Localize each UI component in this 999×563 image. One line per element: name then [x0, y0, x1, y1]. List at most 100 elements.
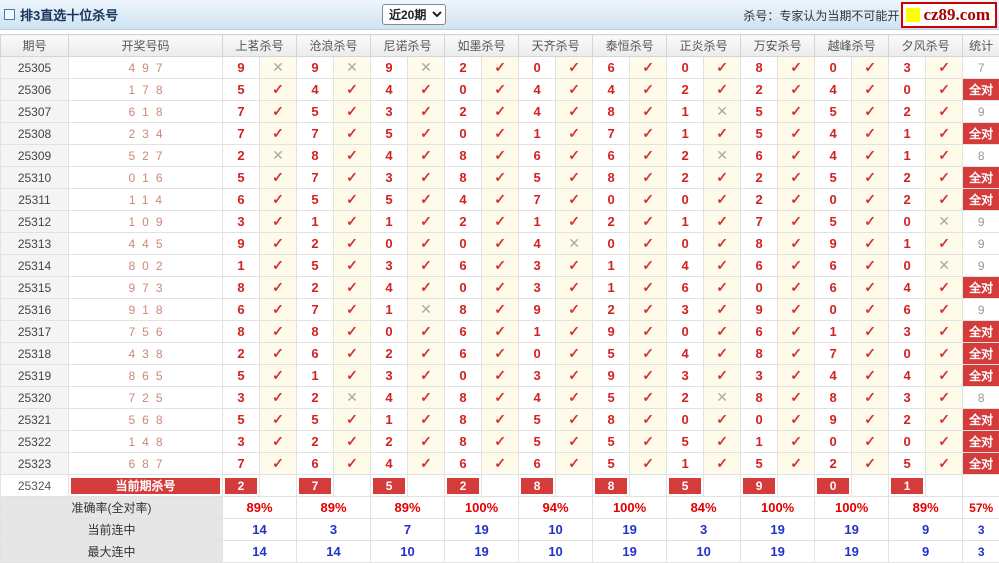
check-icon: ✓ — [568, 191, 580, 207]
check-icon: ✓ — [568, 103, 580, 119]
kill-number-cell: 2 — [814, 452, 853, 475]
kill-mark-cell: ✓ — [629, 78, 668, 101]
kill-number-cell: 5 — [296, 408, 335, 431]
check-icon: ✓ — [864, 389, 876, 405]
kill-number-cell: 6 — [296, 452, 335, 475]
kill-mark-cell: ✓ — [258, 78, 298, 101]
stat-cell: 9 — [962, 210, 999, 233]
current-kill-number: 0 — [817, 477, 850, 494]
kill-mark-cell: ✓ — [703, 276, 742, 299]
kill-mark-cell: ✓ — [629, 364, 668, 387]
kill-number-cell: 2 — [444, 56, 483, 79]
check-icon: ✓ — [790, 411, 802, 427]
col-header-expert-2: 沧浪杀号 — [296, 34, 372, 57]
kill-number-cell: 5 — [740, 122, 779, 145]
current-kill-number: 9 — [743, 477, 776, 494]
check-icon: ✓ — [568, 367, 580, 383]
kill-number-cell: 2 — [740, 78, 779, 101]
current-kill-number: 5 — [669, 477, 702, 494]
kill-mark-cell: ✓ — [629, 100, 668, 123]
period-cell: 25323 — [0, 452, 69, 475]
check-icon: ✓ — [568, 213, 580, 229]
kill-mark-cell: ✓ — [407, 408, 446, 431]
kill-number-cell: 2 — [370, 342, 409, 365]
kill-mark-cell: ✓ — [258, 254, 298, 277]
period-range-select[interactable]: 近20期 — [382, 4, 446, 25]
logo-square-icon — [906, 8, 921, 22]
check-icon: ✓ — [642, 213, 654, 229]
kill-number-cell: 1 — [222, 254, 260, 277]
kill-number-cell: 5 — [666, 430, 705, 453]
cross-icon: ✕ — [716, 103, 728, 119]
kill-number-cell: 8 — [444, 166, 483, 189]
check-icon: ✓ — [642, 125, 654, 141]
kill-mark-cell: ✓ — [777, 56, 816, 79]
check-icon: ✓ — [420, 389, 432, 405]
site-logo[interactable]: cz89.com — [901, 2, 997, 28]
check-icon: ✓ — [864, 367, 876, 383]
kill-number-cell: 9 — [370, 56, 409, 79]
kill-mark-cell: ✓ — [777, 320, 816, 343]
check-icon: ✓ — [494, 191, 506, 207]
kill-number-cell: 8 — [592, 408, 631, 431]
check-icon: ✓ — [790, 81, 802, 97]
draw-numbers-cell: 687 — [68, 452, 223, 475]
kill-number-cell: 2 — [888, 166, 927, 189]
kill-mark-cell: ✓ — [777, 408, 816, 431]
kill-mark-cell: ✓ — [258, 342, 298, 365]
check-icon: ✓ — [938, 169, 951, 185]
kill-mark-cell: ✓ — [407, 276, 446, 299]
check-icon: ✓ — [790, 147, 802, 163]
kill-mark-cell: ✓ — [925, 408, 964, 431]
kill-mark-cell: ✓ — [925, 122, 964, 145]
kill-mark-cell: ✓ — [851, 386, 890, 409]
col-header-expert-7: 正炎杀号 — [666, 34, 742, 57]
check-icon: ✓ — [642, 345, 654, 361]
kill-mark-cell: ✓ — [629, 276, 668, 299]
check-icon: ✓ — [642, 191, 654, 207]
current-kill-number-cell: 2 — [444, 474, 483, 497]
kill-mark-cell: ✓ — [629, 166, 668, 189]
kill-mark-cell: ✕ — [703, 100, 742, 123]
col-header-expert-5: 天齐杀号 — [518, 34, 594, 57]
kill-mark-cell: ✓ — [629, 232, 668, 255]
kill-mark-cell: ✓ — [333, 166, 372, 189]
kill-mark-cell: ✓ — [925, 188, 964, 211]
period-cell: 25306 — [0, 78, 69, 101]
kill-number-cell: 4 — [518, 386, 557, 409]
kill-number-cell: 8 — [592, 166, 631, 189]
check-icon: ✓ — [272, 213, 284, 229]
kill-mark-cell: ✓ — [703, 342, 742, 365]
kill-number-cell: 0 — [666, 408, 705, 431]
kill-number-cell: 4 — [814, 122, 853, 145]
check-icon: ✓ — [420, 433, 432, 449]
kill-number-cell: 7 — [518, 188, 557, 211]
kill-number-cell: 6 — [740, 144, 779, 167]
kill-number-cell: 8 — [296, 144, 335, 167]
check-icon: ✓ — [272, 411, 284, 427]
kill-number-cell: 4 — [370, 276, 409, 299]
all-correct-badge: 全对 — [962, 452, 999, 475]
all-correct-badge: 全对 — [962, 122, 999, 145]
kill-number-cell: 9 — [222, 232, 260, 255]
kill-mark-cell: ✓ — [258, 364, 298, 387]
draw-numbers-cell: 016 — [68, 166, 223, 189]
kill-number-cell: 4 — [518, 100, 557, 123]
check-icon: ✓ — [568, 323, 580, 339]
kill-mark-cell: ✓ — [333, 100, 372, 123]
check-icon: ✓ — [420, 147, 432, 163]
check-icon: ✓ — [568, 345, 580, 361]
kill-mark-cell: ✓ — [925, 386, 964, 409]
check-icon: ✓ — [420, 279, 432, 295]
summary-value-cell: 100% — [814, 496, 890, 519]
check-icon: ✓ — [494, 125, 506, 141]
kill-mark-cell: ✓ — [555, 364, 594, 387]
kill-mark-cell: ✓ — [481, 320, 520, 343]
kill-mark-cell: ✓ — [555, 122, 594, 145]
kill-mark-cell: ✓ — [629, 386, 668, 409]
kill-number-cell: 1 — [370, 298, 409, 321]
kill-number-cell: 5 — [740, 100, 779, 123]
check-icon: ✓ — [272, 345, 284, 361]
kill-number-cell: 3 — [888, 56, 927, 79]
kill-number-cell: 5 — [296, 254, 335, 277]
